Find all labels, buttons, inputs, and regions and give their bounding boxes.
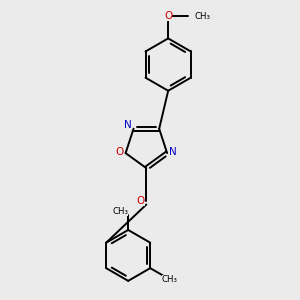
Text: CH₃: CH₃ — [162, 275, 178, 284]
Text: CH₃: CH₃ — [112, 207, 128, 216]
Text: O: O — [136, 196, 145, 206]
Text: O: O — [164, 11, 172, 21]
Text: N: N — [169, 147, 177, 158]
Text: CH₃: CH₃ — [195, 12, 211, 21]
Text: N: N — [124, 120, 132, 130]
Text: O: O — [115, 147, 123, 158]
